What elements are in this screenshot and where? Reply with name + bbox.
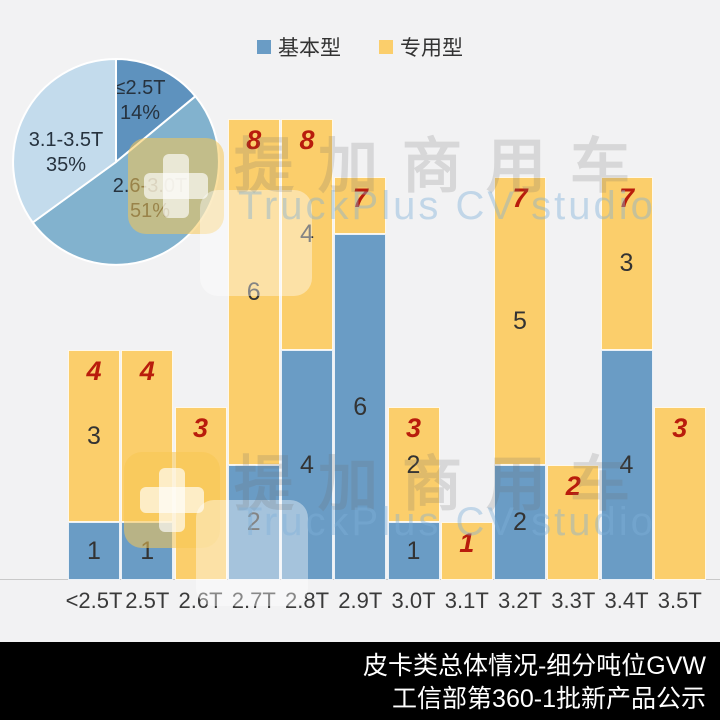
bar-segment-special — [387, 407, 440, 523]
legend-label-special: 专用型 — [400, 37, 463, 60]
bar-segment-special-label: 2 — [406, 450, 421, 479]
legend-item-basic: 基本型 — [257, 32, 341, 62]
bar-segment-special — [334, 176, 387, 235]
bar-segment-basic — [600, 349, 653, 580]
footer-title: 皮卡类总体情况-细分吨位GVW — [362, 652, 706, 680]
legend-item-special: 专用型 — [379, 32, 463, 62]
bar-segment-basic-label: 1 — [140, 537, 155, 566]
bar-total-label: 1 — [459, 528, 475, 559]
bar-segment-special — [494, 176, 546, 465]
bar-total-label: 2 — [565, 470, 581, 501]
x-axis-label: 3.0T — [391, 588, 436, 613]
legend-swatch-special-icon — [379, 40, 393, 54]
bar-total-label: 3 — [405, 413, 422, 444]
x-axis-label: <2.5T — [65, 588, 123, 613]
bar-segment-basic — [68, 522, 120, 580]
bar-total-label: 3 — [192, 413, 209, 444]
bar-segment-basic-label: 1 — [87, 537, 101, 566]
x-axis-label: 3.4T — [604, 588, 649, 613]
bar-segment-special-label: 3 — [87, 422, 101, 450]
legend: 基本型 专用型 — [0, 32, 720, 62]
bar-segment-special-label: 3 — [619, 249, 634, 278]
bar-total-label: 7 — [618, 182, 635, 213]
x-axis-label: 2.7T — [231, 588, 276, 613]
bar-segment-special — [547, 464, 600, 580]
bar-segment-basic-label: 2 — [246, 508, 261, 537]
legend-label-basic: 基本型 — [278, 37, 341, 60]
bar-segment-basic-label: 2 — [513, 508, 527, 537]
bar-total-label: 8 — [299, 125, 315, 156]
bar-segment-special — [281, 119, 333, 350]
pie-slice — [115, 57, 197, 165]
x-axis-label: 2.5T — [125, 588, 170, 613]
x-axis-label: 3.1T — [444, 588, 489, 613]
bar-segment-basic-label: 4 — [619, 450, 634, 479]
bar-segment-basic-label: 6 — [353, 393, 368, 422]
bar-segment-special — [68, 349, 120, 523]
bar-segment-special — [600, 176, 653, 350]
bar-segment-basic — [334, 234, 387, 580]
bar-segment-special — [653, 407, 706, 580]
bar-total-label: 7 — [352, 182, 368, 213]
x-axis-label: 3.3T — [551, 588, 596, 613]
pie-slice-label: ≤2.5T 14% — [115, 77, 166, 124]
bar-total-label: 4 — [139, 355, 155, 386]
bar-segment-special-label: 4 — [300, 220, 314, 249]
x-axis-label: 3.5T — [657, 588, 702, 613]
pie-slice-label: 3.1-3.5T 35% — [29, 129, 103, 176]
bar-total-label: 3 — [672, 413, 688, 444]
x-axis-label: 3.2T — [497, 588, 543, 613]
bar-total-label: 8 — [246, 125, 262, 156]
bar-segment-basic — [494, 464, 546, 580]
pie-slice — [12, 57, 117, 224]
bar-segment-basic — [387, 522, 440, 580]
x-axis-label: 2.9T — [338, 588, 383, 613]
footer-caption: 皮卡类总体情况-细分吨位GVW 工信部第360-1批新产品公示 — [0, 642, 720, 720]
x-axis-label: 2.8T — [284, 588, 330, 613]
bar-segment-special-label: 6 — [246, 278, 261, 306]
bar-segment-special — [440, 522, 493, 580]
bar-segment-basic — [227, 464, 280, 580]
legend-swatch-basic-icon — [257, 40, 271, 54]
bar-segment-special-label: 5 — [513, 306, 527, 335]
bar-segment-basic — [281, 349, 333, 580]
bar-total-label: 7 — [512, 182, 528, 213]
x-axis-label: 2.6T — [178, 588, 223, 613]
bar-segment-special — [227, 119, 280, 465]
bar-segment-basic-label: 4 — [300, 450, 314, 479]
bar-total-label: 4 — [86, 355, 102, 386]
footer-subtitle: 工信部第360-1批新产品公示 — [392, 685, 706, 713]
bar-segment-basic-label: 1 — [406, 537, 421, 566]
